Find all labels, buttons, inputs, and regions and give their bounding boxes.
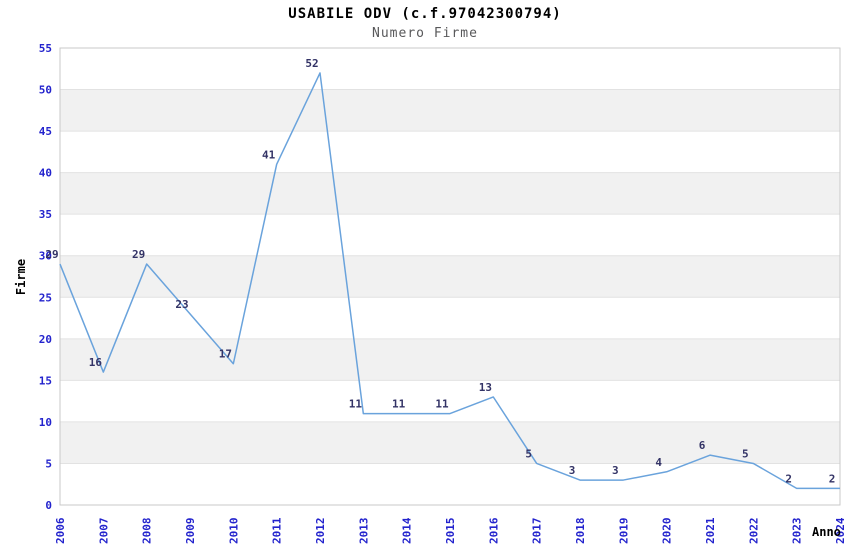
data-label: 29 [45,248,58,261]
x-tick-label: 2024 [834,517,847,544]
x-tick-label: 2010 [227,518,240,545]
x-axis-label: Anno [812,525,841,539]
data-label: 3 [569,464,576,477]
plot-border [59,47,841,506]
y-tick-label: 15 [39,374,52,387]
x-tick-label: 2016 [487,517,500,544]
y-tick-label: 50 [39,84,52,97]
x-tick-label: 2019 [617,518,630,545]
y-axis-label: Firme [14,258,28,296]
x-tick-label: 2018 [574,518,587,545]
grid-band [60,172,840,215]
y-tick-label: 35 [39,208,52,221]
series-line [59,72,840,490]
x-tick-label: 2017 [531,518,544,545]
y-tick-label: 30 [39,250,52,263]
data-label: 41 [262,148,276,161]
y-tick-label: 45 [39,125,52,138]
y-tick-label: 5 [45,457,52,470]
grid-band [60,421,840,464]
data-label: 2 [829,472,836,485]
data-label: 5 [525,447,532,460]
data-label: 5 [742,447,749,460]
y-tick-label: 0 [45,499,52,512]
y-tick-label: 40 [39,167,52,180]
x-tick-label: 2009 [184,518,197,545]
y-tick-label: 25 [39,291,52,304]
x-tick-label: 2006 [54,517,67,544]
x-tick-label: 2011 [271,517,284,544]
data-label: 2 [785,472,792,485]
grid-band [60,89,840,132]
data-label: 6 [699,439,706,452]
grid-band [60,338,840,381]
y-tick-label: 20 [39,333,52,346]
data-label: 11 [392,398,406,411]
x-tick-label: 2015 [444,518,457,545]
x-tick-label: 2012 [314,518,327,545]
data-label: 4 [655,456,662,469]
data-label: 16 [89,356,103,369]
grid-band [60,255,840,298]
data-label: 17 [219,348,232,361]
x-tick-label: 2021 [704,517,717,544]
x-tick-label: 2020 [661,518,674,545]
data-label: 3 [612,464,619,477]
data-label: 29 [132,248,145,261]
x-tick-label: 2023 [791,518,804,545]
y-tick-label: 10 [39,416,52,429]
x-tick-label: 2013 [357,518,370,545]
data-label: 11 [349,398,363,411]
data-label: 11 [435,398,449,411]
y-tick-label: 55 [39,42,52,55]
data-label: 13 [479,381,492,394]
x-tick-label: 2008 [141,518,154,545]
data-label: 23 [175,298,188,311]
data-label: 52 [305,57,318,70]
x-tick-label: 2014 [401,517,414,544]
x-tick-label: 2022 [747,518,760,545]
chart-title: USABILE ODV (c.f.97042300794) [288,6,562,22]
chart-subtitle: Numero Firme [372,26,478,41]
x-tick-label: 2007 [97,518,110,545]
